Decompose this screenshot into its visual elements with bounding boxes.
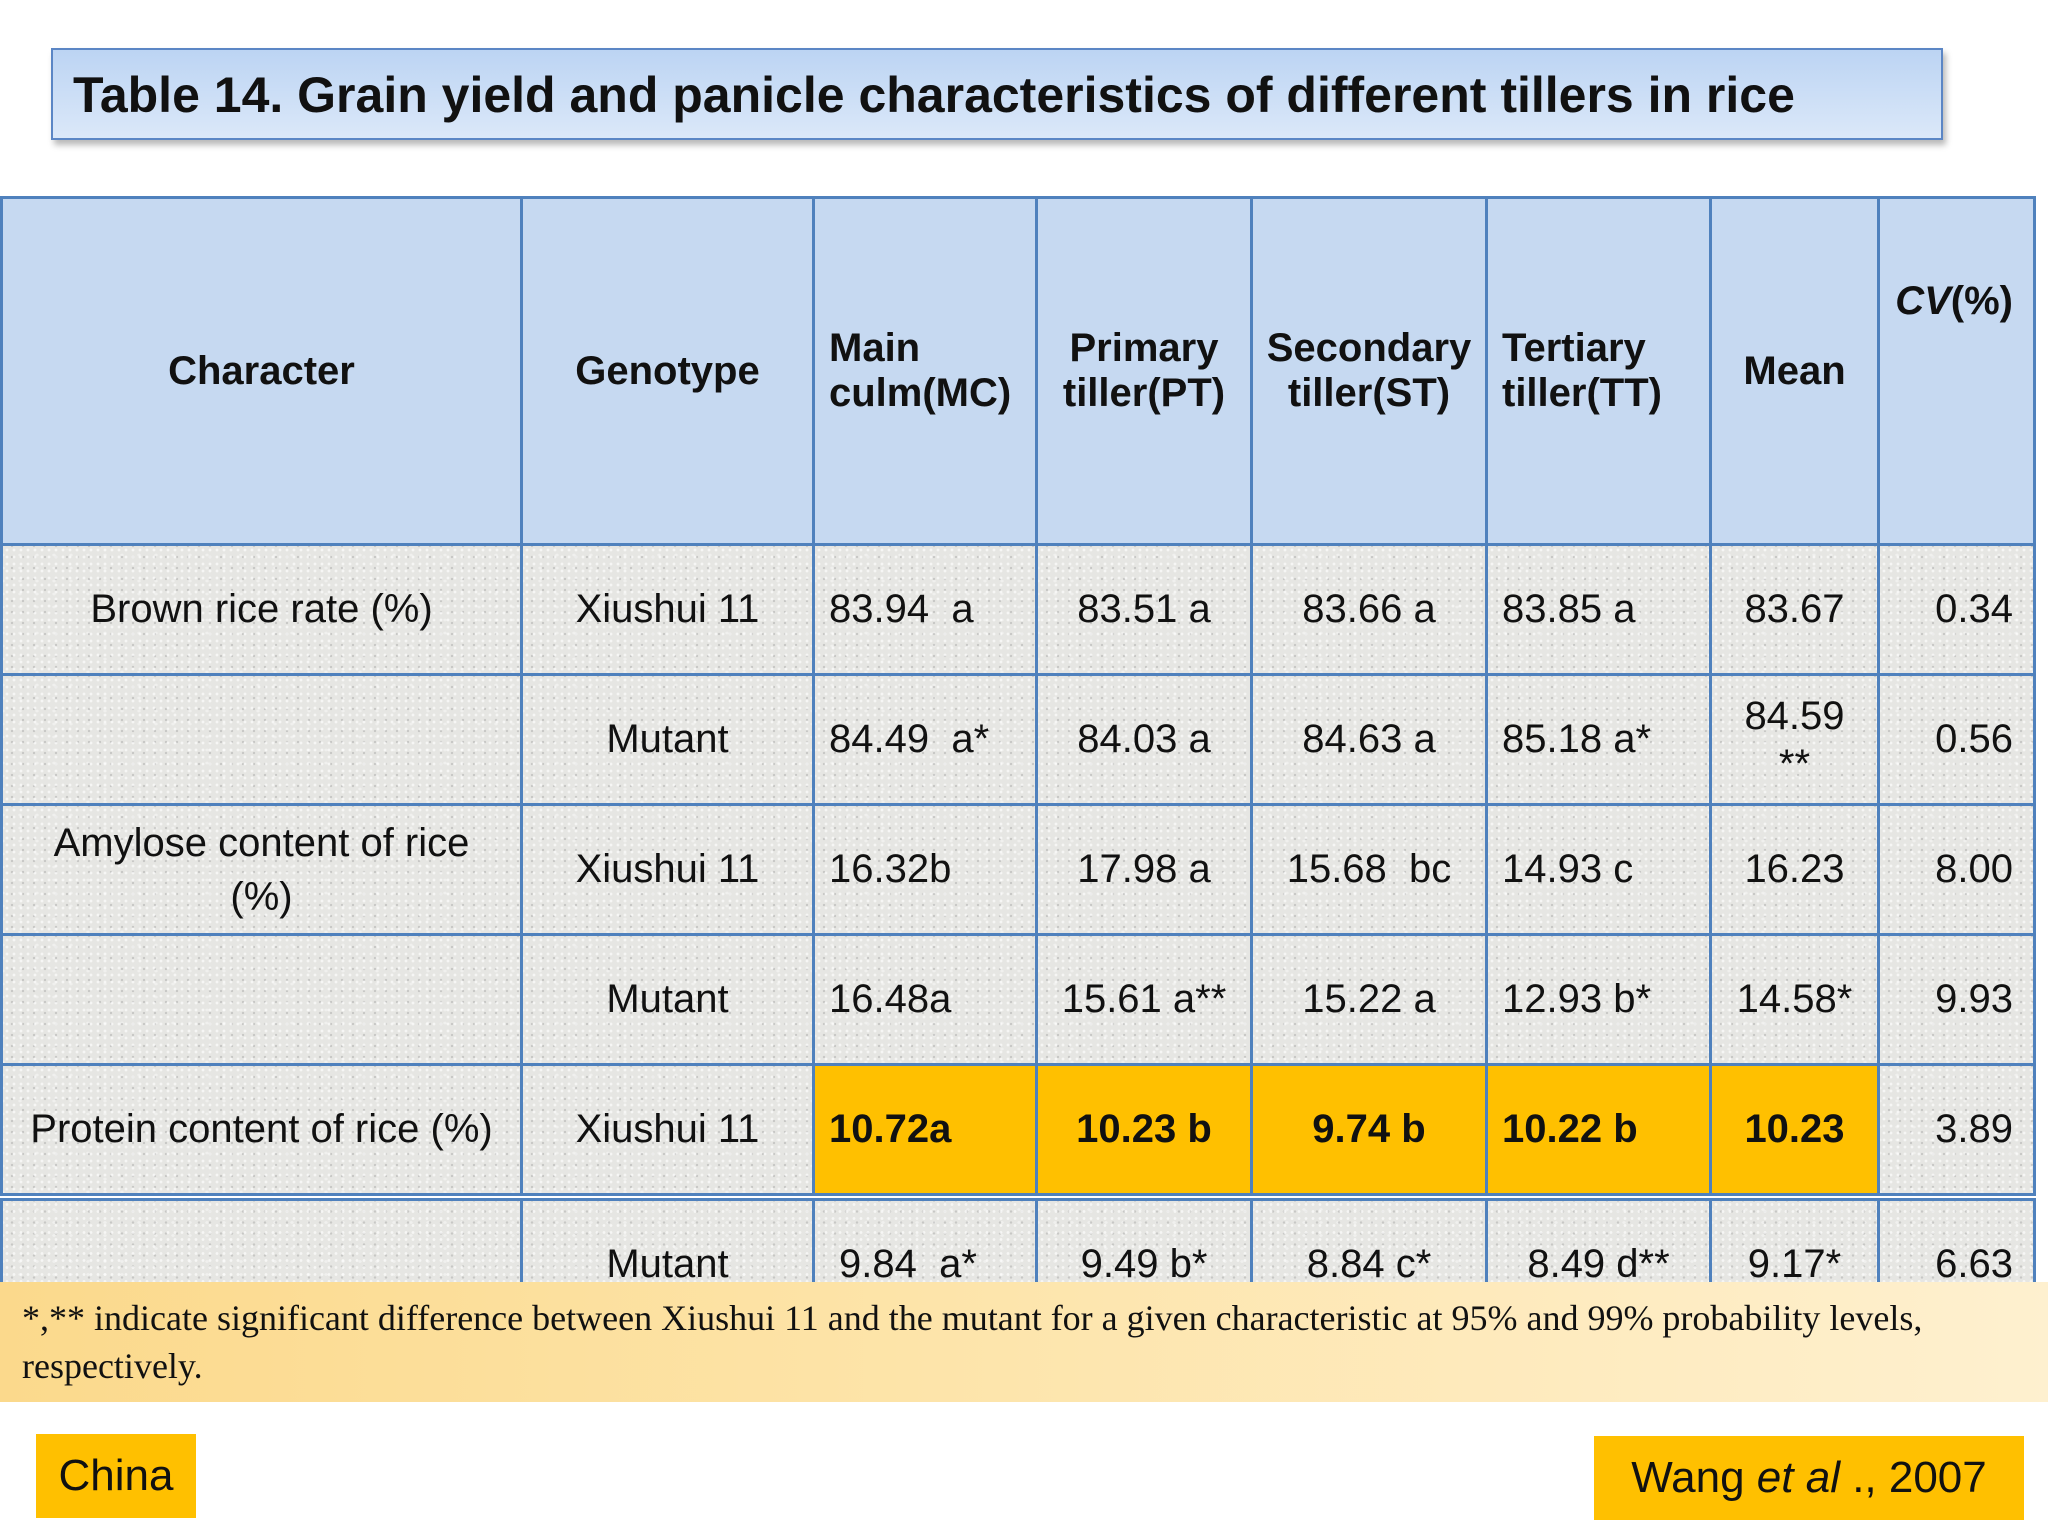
cell-character: Amylose content of rice (%) (0, 803, 523, 936)
header-cv-label: CV (1895, 279, 1951, 323)
cell-primary-tiller-highlighted: 10.23 b (1035, 1063, 1253, 1199)
cell-cv: 0.34 (1877, 543, 2036, 676)
header-main-culm-line2: culm(MC) (829, 371, 1012, 415)
header-secondary-tiller: Secondary tiller(ST) (1250, 196, 1488, 546)
cell-genotype: Xiushui 11 (520, 543, 815, 676)
table-row: Mutant 16.48a 15.61 a** 15.22 a 12.93 b*… (0, 933, 2036, 1066)
table-row: Mutant 84.49 a* 84.03 a 84.63 a 85.18 a*… (0, 673, 2036, 806)
cell-main-culm: 84.49 a* (812, 673, 1038, 806)
header-row: Character Genotype Main culm(MC) Primary t… (0, 196, 2036, 546)
header-character: Character (0, 196, 523, 546)
cell-tertiary-tiller: 14.93 c (1485, 803, 1712, 936)
header-primary-line2: tiller(PT) (1062, 371, 1226, 415)
cell-primary-tiller: 84.03 a (1035, 673, 1253, 806)
cell-character (0, 673, 523, 806)
header-cv: CV(%) (1877, 196, 2036, 546)
cell-mean: 83.67 (1709, 543, 1880, 676)
cell-secondary-tiller: 84.63 a (1250, 673, 1488, 806)
header-primary-line1: Primary (1069, 326, 1219, 370)
cell-character: Protein content of rice (%) (0, 1063, 523, 1199)
cell-genotype: Xiushui 11 (520, 803, 815, 936)
cell-mean: 14.58* (1709, 933, 1880, 1066)
data-table: Character Genotype Main culm(MC) Primary t… (0, 196, 2036, 1331)
header-main-culm: Main culm(MC) (812, 196, 1038, 546)
cell-mean: 16.23 (1709, 803, 1880, 936)
cell-main-culm: 83.94 a (812, 543, 1038, 676)
footnote: *,** indicate significant difference bet… (0, 1282, 2048, 1402)
cell-mean: 84.59 ** (1709, 673, 1880, 806)
title-banner: Table 14. Grain yield and panicle charac… (51, 48, 1943, 140)
citation-etal: et al (1756, 1453, 1840, 1502)
header-tertiary-line2: tiller(TT) (1502, 371, 1662, 415)
citation-label: Wang et al ., 2007 (1594, 1436, 2024, 1520)
cell-main-culm: 16.48a (812, 933, 1038, 1066)
cell-primary-tiller: 17.98 a (1035, 803, 1253, 936)
cell-tertiary-tiller-highlighted: 10.22 b (1485, 1063, 1712, 1199)
table-row: Amylose content of rice (%) Xiushui 11 1… (0, 803, 2036, 936)
cell-cv: 0.56 (1877, 673, 2036, 806)
cell-tertiary-tiller: 85.18 a* (1485, 673, 1712, 806)
cell-primary-tiller: 83.51 a (1035, 543, 1253, 676)
table-row: Protein content of rice (%) Xiushui 11 1… (0, 1063, 2036, 1199)
cell-genotype: Xiushui 11 (520, 1063, 815, 1199)
table-row: Brown rice rate (%) Xiushui 11 83.94 a 8… (0, 543, 2036, 676)
citation-author: Wang (1631, 1453, 1757, 1502)
header-tertiary-tiller: Tertiary tiller(TT) (1485, 196, 1712, 546)
cell-secondary-tiller: 15.68 bc (1250, 803, 1488, 936)
cell-cv: 3.89 (1877, 1063, 2036, 1199)
cell-secondary-tiller: 83.66 a (1250, 543, 1488, 676)
cell-tertiary-tiller: 83.85 a (1485, 543, 1712, 676)
header-secondary-line2: tiller(ST) (1287, 371, 1451, 415)
country-label: China (36, 1434, 196, 1518)
cell-primary-tiller: 15.61 a** (1035, 933, 1253, 1066)
cell-secondary-tiller-highlighted: 9.74 b (1250, 1063, 1488, 1199)
header-primary-tiller: Primary tiller(PT) (1035, 196, 1253, 546)
cell-cv: 9.93 (1877, 933, 2036, 1066)
cell-main-culm-highlighted: 10.72a (812, 1063, 1038, 1199)
header-main-culm-line1: Main (829, 326, 921, 370)
cell-character (0, 933, 523, 1066)
header-secondary-line1: Secondary (1266, 326, 1472, 370)
header-tertiary-line1: Tertiary (1502, 326, 1646, 370)
cell-secondary-tiller: 15.22 a (1250, 933, 1488, 1066)
page-title: Table 14. Grain yield and panicle charac… (73, 67, 1795, 123)
header-genotype: Genotype (520, 196, 815, 546)
cell-mean-highlighted: 10.23 (1709, 1063, 1880, 1199)
citation-year: ., 2007 (1839, 1453, 1987, 1502)
cell-main-culm: 16.32b (812, 803, 1038, 936)
cell-character: Brown rice rate (%) (0, 543, 523, 676)
cell-cv: 8.00 (1877, 803, 2036, 936)
cell-genotype: Mutant (520, 673, 815, 806)
cell-tertiary-tiller: 12.93 b* (1485, 933, 1712, 1066)
header-mean: Mean (1709, 196, 1880, 546)
cell-genotype: Mutant (520, 933, 815, 1066)
header-cv-unit: (%) (1950, 279, 2013, 323)
cell-mean-line1: 84.59 (1744, 693, 1845, 738)
cell-mean-line2: ** (1778, 741, 1811, 786)
